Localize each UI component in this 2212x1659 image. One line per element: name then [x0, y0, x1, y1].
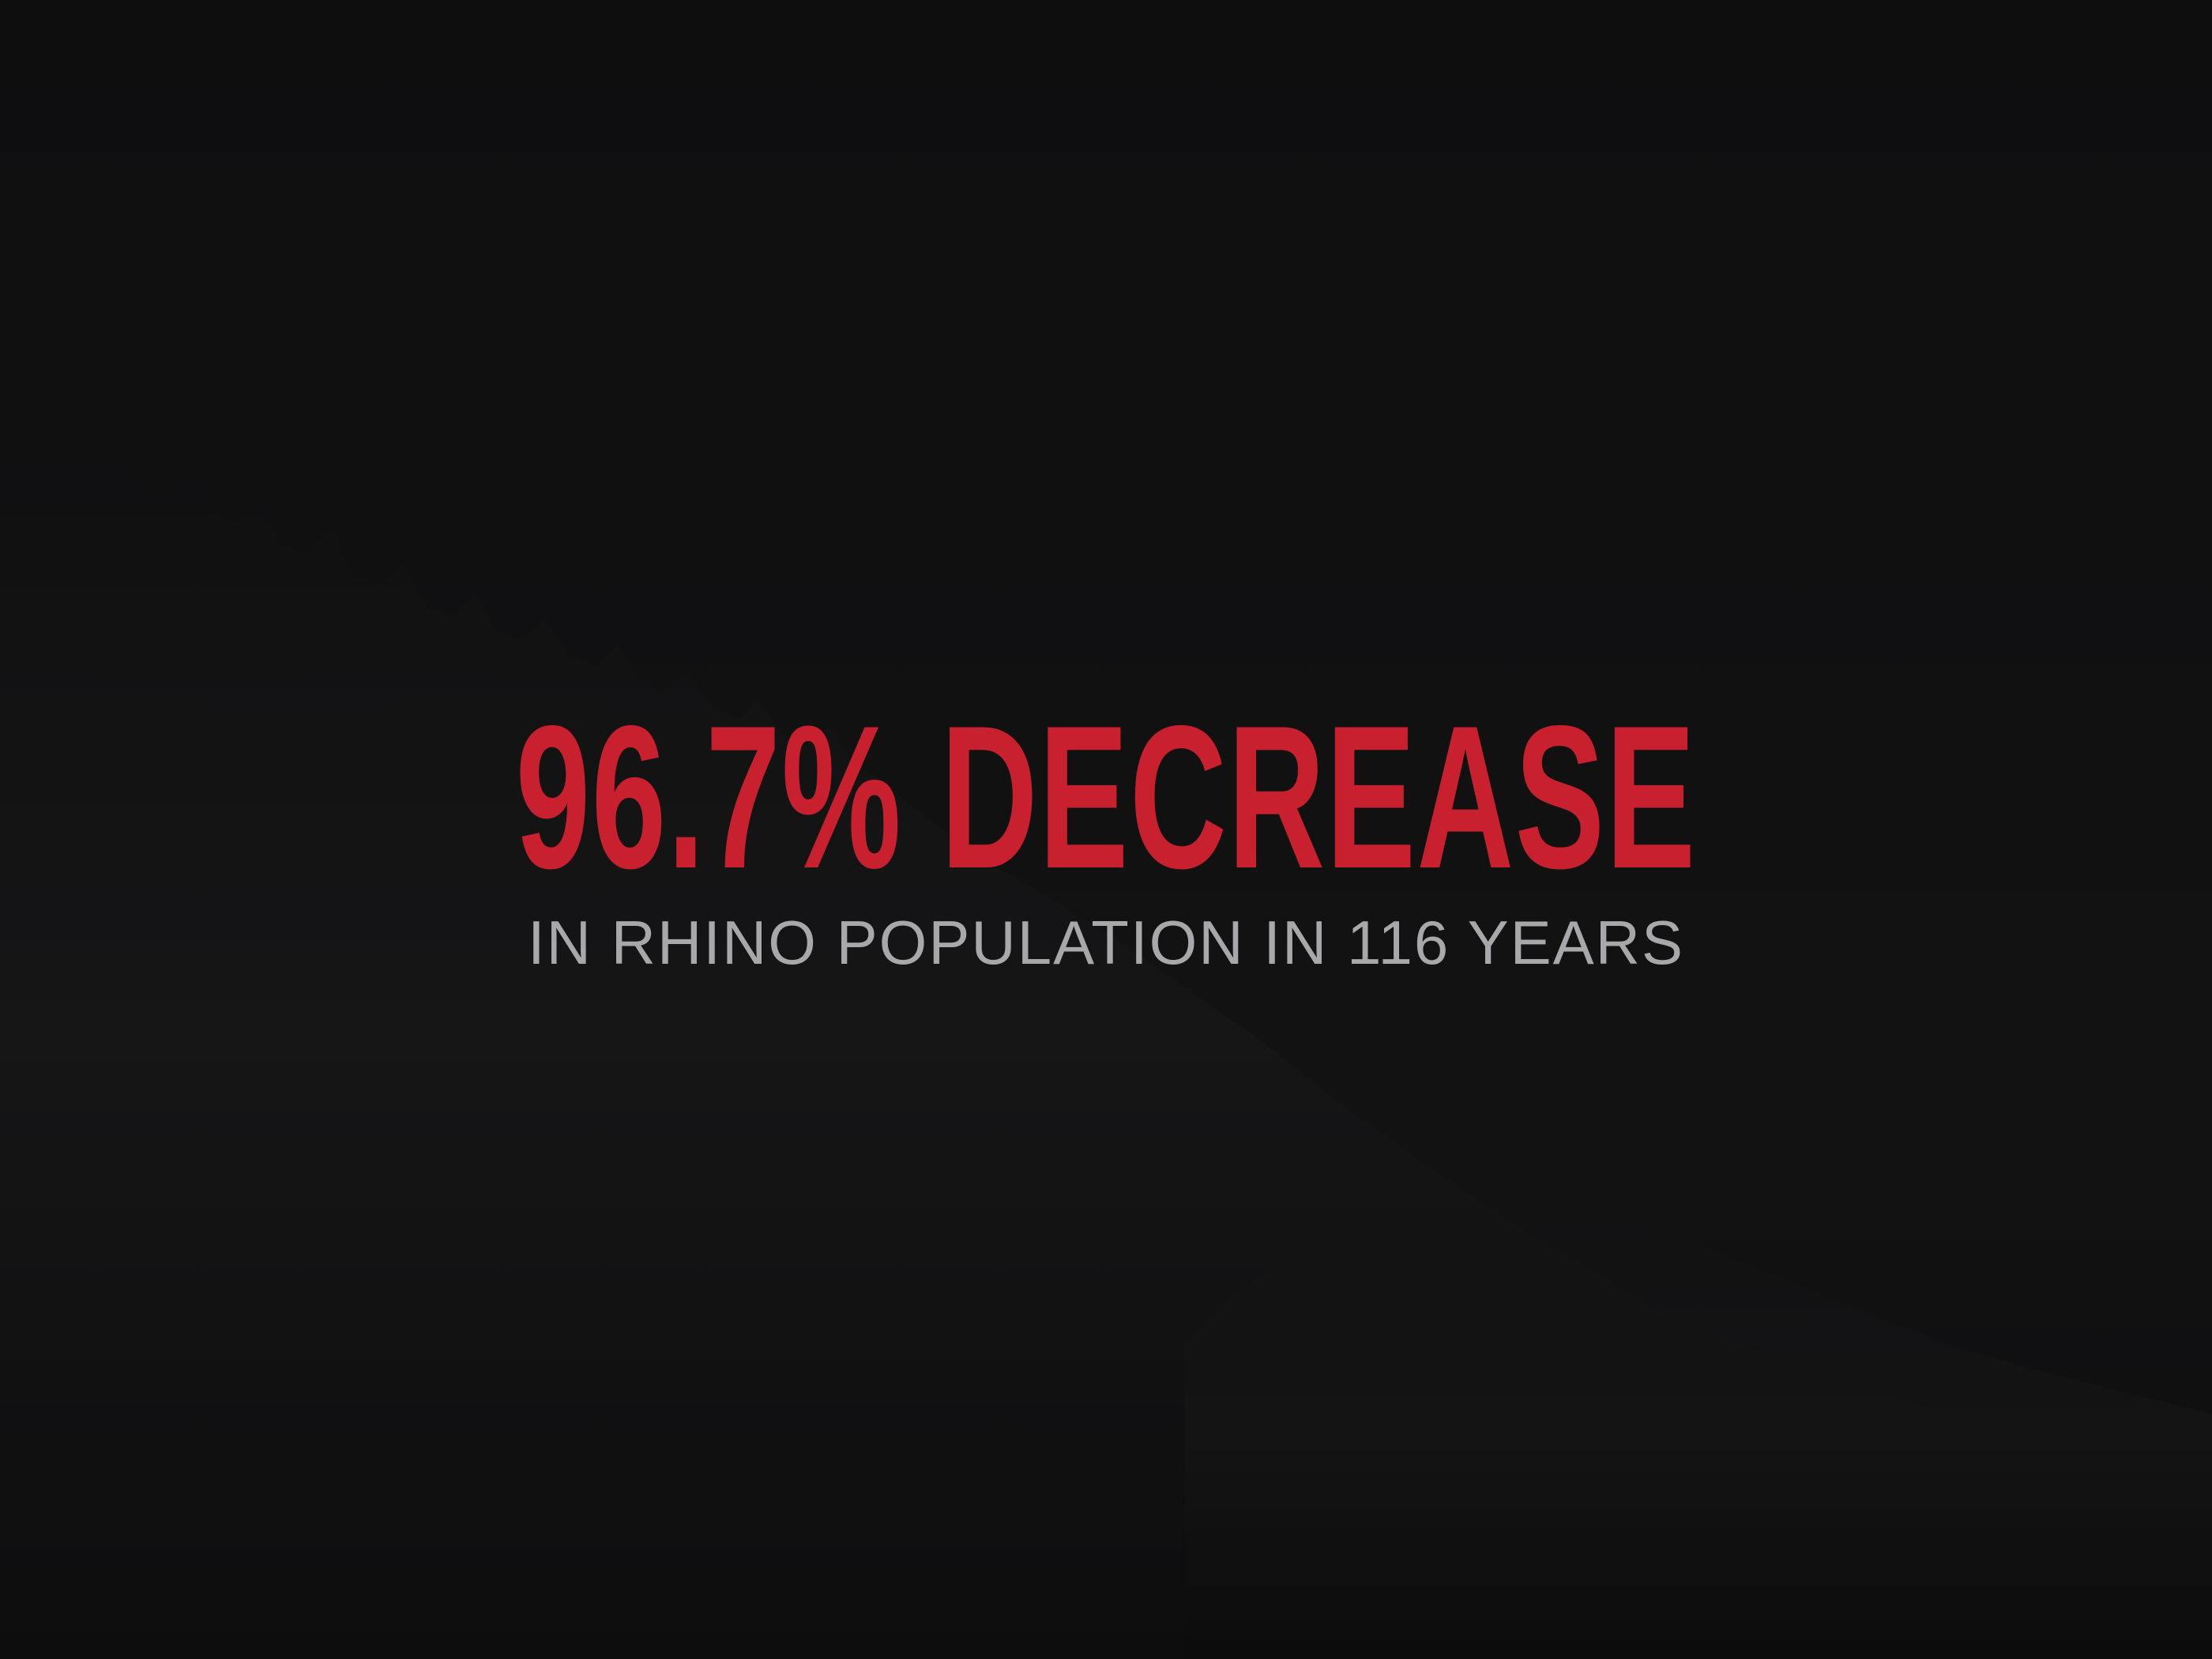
headline-statistic: 96.7% DECREASE	[515, 683, 1697, 911]
right-hill-treeline	[1185, 1106, 2212, 1659]
subheadline-caption: IN RHINO POPULATION IN 116 YEARS	[527, 908, 1685, 977]
